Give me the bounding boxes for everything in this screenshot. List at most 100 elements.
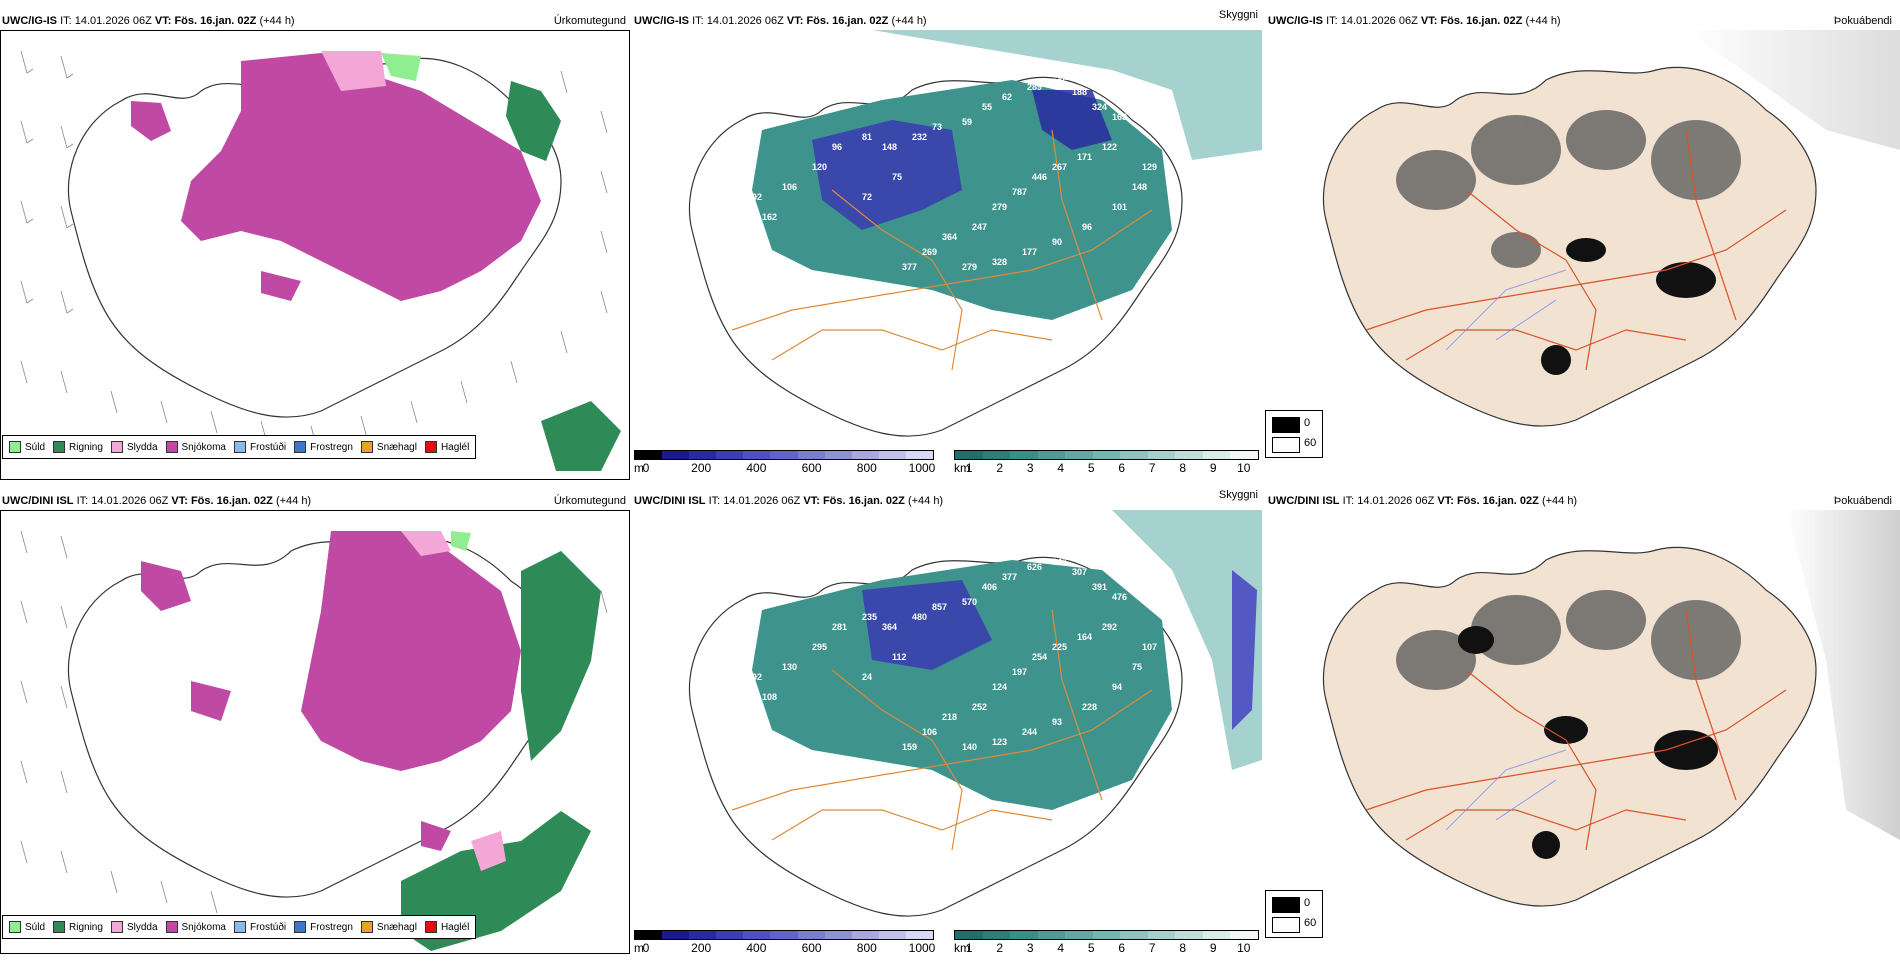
cloud-base-bin	[770, 931, 798, 939]
visibility-bin	[1092, 931, 1121, 939]
legend-item-sudd: Súld	[9, 441, 45, 453]
vt-value: Fös. 16.jan. 02Z	[822, 495, 905, 507]
legend-item-sudd: Súld	[9, 921, 45, 933]
cloud-base-tick: 600	[801, 941, 822, 955]
cloud-base-value-label: 159	[902, 742, 917, 752]
cloud-base-value-label: 480	[912, 612, 927, 622]
visibility-bin	[1010, 931, 1038, 939]
cloud-base-tick: 800	[856, 461, 877, 475]
visibility-bin	[982, 931, 1011, 939]
visibility-bin	[955, 451, 983, 459]
visibility-unit: km	[954, 941, 970, 955]
cloud-base-bin	[743, 931, 771, 939]
legend-item-snaehagl: Snæhagl	[360, 441, 417, 453]
cloud-base-value-label: 197	[1012, 667, 1027, 677]
model-name: UWC/IG-IS	[1268, 15, 1323, 27]
cloud-base-value-label: 289	[1027, 82, 1042, 92]
cloud-base-value-label: 254	[1032, 652, 1047, 662]
cloud-base-bin	[824, 451, 852, 459]
vt-label: VT:	[786, 15, 804, 27]
cloud-base-value-label: 148	[1132, 182, 1147, 192]
cloud-base-value-label: 59	[962, 117, 972, 127]
drizzle-areas	[381, 53, 421, 81]
legend-item-haglel: Haglél	[424, 921, 469, 933]
legend-swatch	[424, 921, 437, 933]
cloud-base-value-label: 106	[782, 182, 797, 192]
cloud-base-bin	[689, 931, 717, 939]
precip-legend: Súld Rigning Slydda Snjókoma Frostúði Fr…	[2, 915, 477, 939]
visibility-tick: 4	[1057, 461, 1065, 475]
cloud-base-bin	[851, 451, 879, 459]
visibility-tick: 6	[1118, 461, 1126, 475]
fog-legend-swatch-60	[1272, 437, 1300, 453]
lead-time: (+44 h)	[1541, 495, 1578, 507]
visibility-bin	[1147, 931, 1176, 939]
cloud-base-value-label: 232	[912, 132, 927, 142]
variable-name: Þokuábendi	[1833, 495, 1892, 507]
precip-map	[0, 510, 630, 954]
legend-swatch	[110, 921, 123, 933]
cloud-base-value-label: 236	[1052, 77, 1067, 87]
visibility-bin	[1202, 931, 1231, 939]
cloud-base-value-label: 120	[812, 162, 827, 172]
visibility-bin	[1202, 451, 1231, 459]
fog-panel-row2: UWC/DINI ISL IT: 14.01.2026 06Z VT: Fös.…	[1266, 492, 1900, 962]
legend-item-frostudi: Frostúði	[233, 441, 286, 453]
cloud-base-value-label: 218	[942, 712, 957, 722]
legend-swatch	[53, 921, 66, 933]
lead-time: (+44 h)	[1525, 15, 1561, 27]
visibility-tick: 10	[1237, 941, 1251, 955]
it-value: 14.01.2026 06Z	[74, 15, 152, 27]
it-value: 14.01.2026 06Z	[1340, 15, 1418, 27]
cloud-base-value-label: 96	[832, 142, 842, 152]
cloud-base-value-label: 62	[1002, 92, 1012, 102]
cloud-base-value-label: 446	[1032, 172, 1047, 182]
legend-swatch	[360, 441, 373, 453]
cloud-base-bin	[878, 931, 906, 939]
visibility-unit: km	[954, 461, 970, 475]
cloud-base-value-label: 347	[1052, 557, 1067, 567]
cloud-base-value-label: 324	[1092, 102, 1107, 112]
visibility-tick: 10	[1237, 461, 1251, 475]
sleet-areas	[321, 51, 386, 91]
cloud-base-bin	[770, 451, 798, 459]
visibility-tick: 6	[1118, 941, 1126, 955]
cloud-base-value-label: 93	[1052, 717, 1062, 727]
lead-time: (+44 h)	[275, 495, 312, 507]
cloud-base-value-label: 162	[762, 212, 777, 222]
it-label: IT:	[708, 495, 721, 507]
cloud-base-tick: 200	[691, 941, 712, 955]
legend-item-slydda: Slydda	[110, 441, 158, 453]
it-label: IT:	[692, 15, 704, 27]
cloud-base-value-label: 164	[1077, 632, 1092, 642]
visibility-bin	[1175, 451, 1203, 459]
cloud-base-tick: 1000	[908, 461, 936, 475]
vt-value: Fös. 16.jan. 02Z	[1456, 495, 1539, 507]
legend-item-frostudi: Frostúði	[233, 921, 286, 933]
cloud-base-value-label: 626	[1027, 562, 1042, 572]
visibility-bin	[1065, 931, 1093, 939]
visibility-tick: 5	[1087, 941, 1095, 955]
fog-legend-label-60: 60	[1304, 437, 1317, 449]
legend-swatch	[53, 441, 66, 453]
it-label: IT:	[1342, 495, 1355, 507]
cloud-base-value-label: 307	[1072, 567, 1087, 577]
it-label: IT:	[1326, 15, 1338, 27]
visibility-bin	[1120, 931, 1148, 939]
visibility-tick: 3	[1026, 941, 1034, 955]
legend-swatch	[360, 921, 373, 933]
lead-time: (+44 h)	[907, 495, 944, 507]
vt-value: Fös. 16.jan. 02Z	[174, 15, 257, 27]
cloud-base-value-label: 292	[1102, 622, 1117, 632]
cloud-base-value-label: 92	[752, 672, 762, 682]
cloud-base-bin	[797, 931, 825, 939]
cloud-base-value-label: 787	[1012, 187, 1027, 197]
rain-areas	[506, 81, 621, 471]
cloud-base-value-label: 364	[882, 622, 897, 632]
panel-header: UWC/DINI ISL IT: 14.01.2026 06Z VT: Fös.…	[2, 492, 628, 510]
legend-item-slydda: Slydda	[110, 921, 158, 933]
visibility-bin	[1065, 451, 1093, 459]
precip-panel-row1: UWC/IG-IS IT: 14.01.2026 06Z VT: Fös. 16…	[0, 12, 630, 482]
visibility-bin	[1092, 451, 1121, 459]
cloud-base-value-label: 235	[862, 612, 877, 622]
